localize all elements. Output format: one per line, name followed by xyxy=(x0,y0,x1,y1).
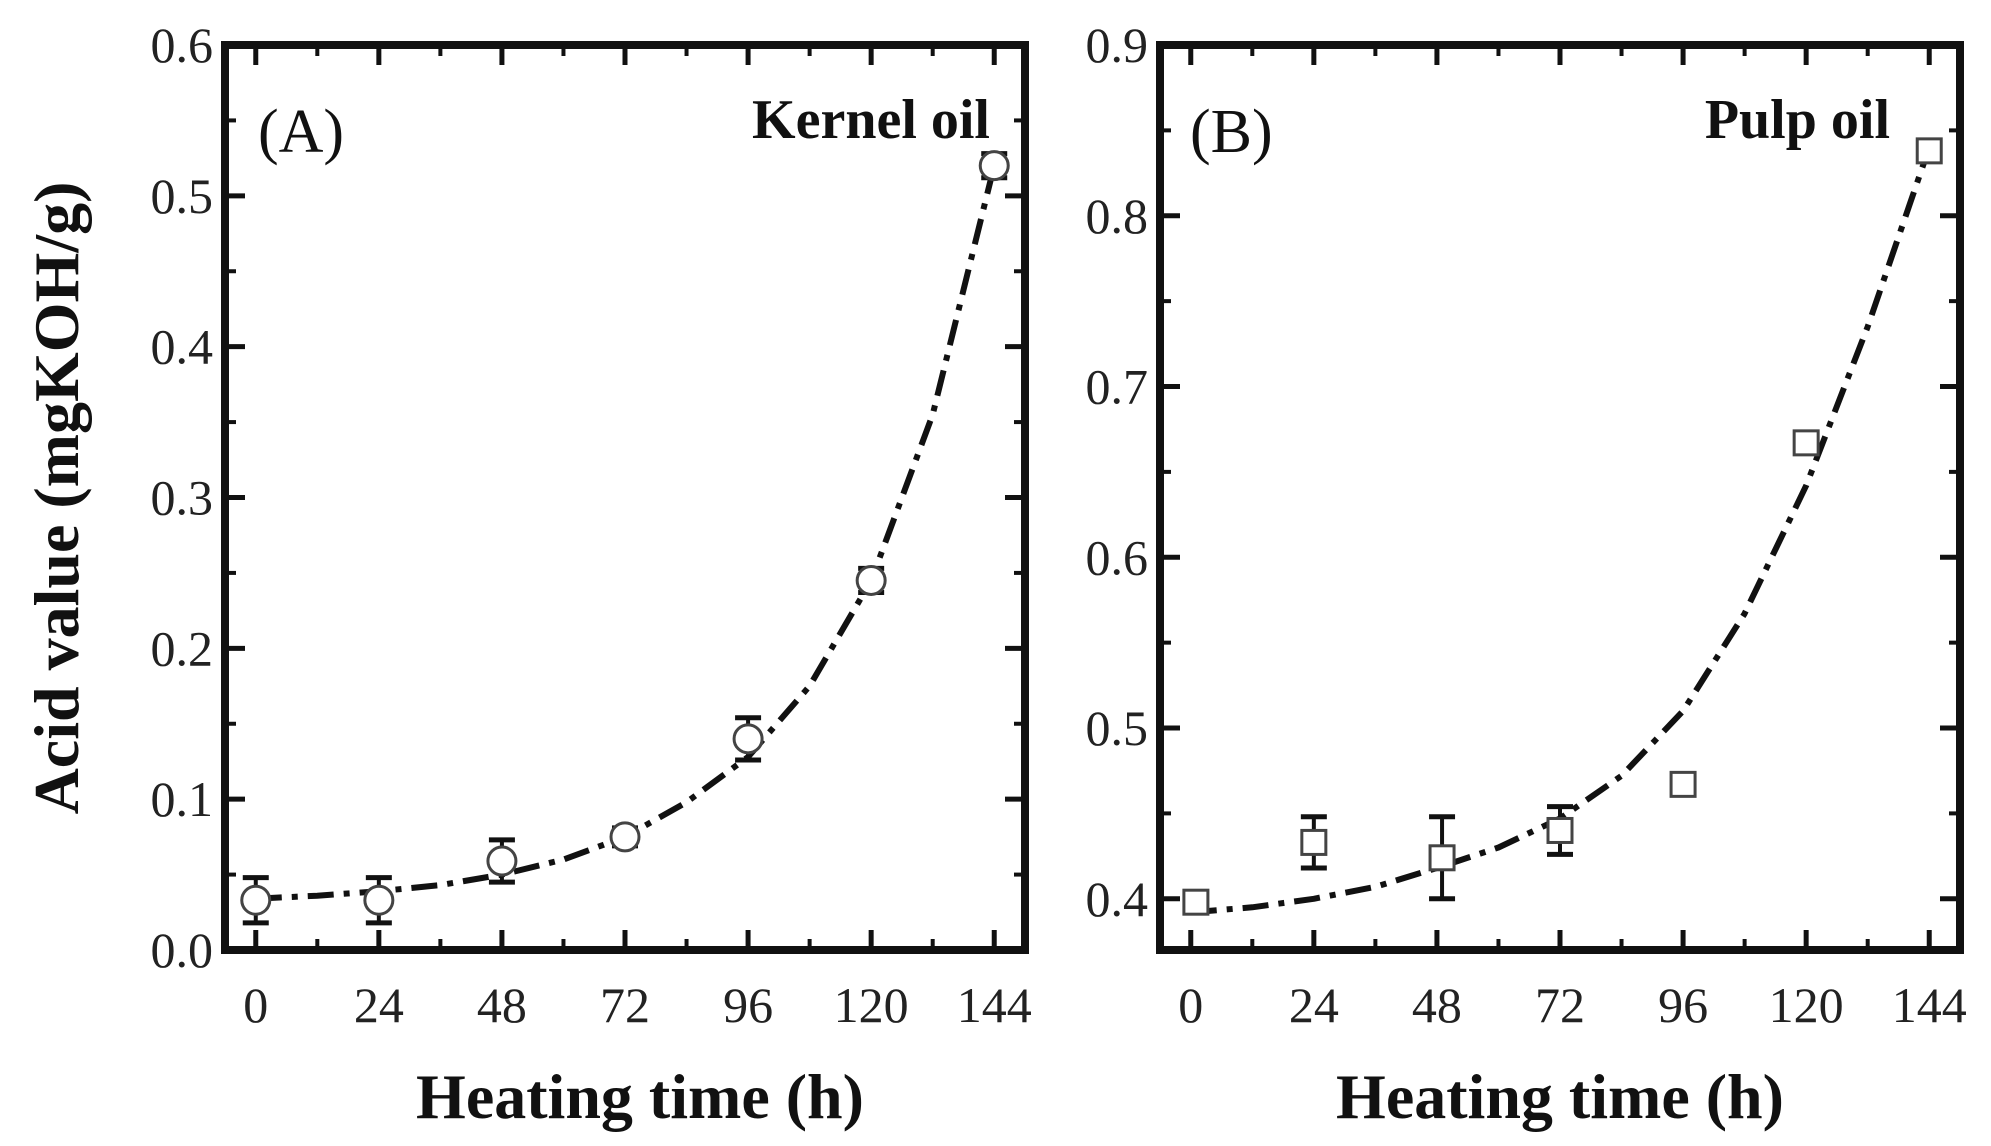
panel-a-x-tick-label: 144 xyxy=(957,977,1032,1033)
panel-a-x-tick-label: 96 xyxy=(723,977,773,1033)
panel-a-marks: 0 24 48 72 96 120 144 0.0 0.1 0.2 0.3 0.4 0.5 0.6 xyxy=(151,17,1032,1033)
panel-b-data-point xyxy=(1792,429,1820,457)
panel-a-y-tick-label: 0.2 xyxy=(151,620,214,676)
panel-a-data-point xyxy=(855,564,887,596)
panel-a-data-point xyxy=(978,150,1010,182)
panel-b-x-tick-label: 96 xyxy=(1658,977,1708,1033)
panel-a-y-tick-label: 0.3 xyxy=(151,470,214,526)
panel-b-x-tick-label: 48 xyxy=(1412,977,1462,1033)
panel-a-y-tick-label: 0.5 xyxy=(151,168,214,224)
panel-a-x-tick-label: 72 xyxy=(600,977,650,1033)
panel-b-data-point xyxy=(1669,770,1697,798)
panel-b-data-point xyxy=(1428,844,1456,872)
panel-a-y-tick-label: 0.4 xyxy=(151,319,214,375)
panel-a-x-tick-label: 0 xyxy=(243,977,268,1033)
panel-b-marks: 0 24 48 72 96 120 144 0.4 0.5 0.6 0.7 0.8 0.9 xyxy=(1086,17,1967,1033)
panel-a-fit-curve xyxy=(255,164,998,902)
panel-b-x-tick-label: 144 xyxy=(1892,977,1967,1033)
panel-b-y-tick-label: 0.7 xyxy=(1086,359,1149,415)
panel-b-data-point xyxy=(1300,828,1328,856)
panel-a-data-point xyxy=(240,884,272,916)
panel-b-plot-frame xyxy=(1156,41,1964,954)
panel-a: 0 24 48 72 96 120 144 0.0 0.1 0.2 0.3 0.4 0.5 0.6 (A)… xyxy=(21,17,1032,1132)
panel-a-data-point xyxy=(486,845,518,877)
panel-b-y-tick-label: 0.5 xyxy=(1086,700,1149,756)
panel-b-x-tick-label: 120 xyxy=(1769,977,1844,1033)
panel-b: 0 24 48 72 96 120 144 0.4 0.5 0.6 0.7 0.8 0.9 (B) Pu… xyxy=(1086,17,1967,1132)
panel-b-x-axis-title: Heating time (h) xyxy=(1336,1061,1784,1132)
panel-a-x-tick-label: 48 xyxy=(477,977,527,1033)
panel-b-data-point xyxy=(1915,137,1943,165)
panel-b-x-tick-label: 24 xyxy=(1289,977,1339,1033)
panel-b-x-tick-label: 72 xyxy=(1535,977,1585,1033)
panel-a-y-tick-label: 0.0 xyxy=(151,922,214,978)
panel-a-y-tick-label: 0.6 xyxy=(151,17,214,73)
panel-a-y-tick-label: 0.1 xyxy=(151,771,214,827)
panel-b-y-tick-label: 0.4 xyxy=(1086,871,1149,927)
panel-b-data-point xyxy=(1182,888,1210,916)
panel-a-data-point xyxy=(609,821,641,853)
panel-a-x-tick-label: 24 xyxy=(354,977,404,1033)
panel-b-title: Pulp oil xyxy=(1705,89,1890,151)
panel-b-x-tick-label: 0 xyxy=(1178,977,1203,1033)
panel-b-y-tick-label: 0.6 xyxy=(1086,529,1149,585)
panel-b-data-point xyxy=(1546,816,1574,844)
panel-a-x-axis-title: Heating time (h) xyxy=(416,1061,864,1132)
panel-b-fit-curve xyxy=(1190,146,1933,916)
panel-a-title: Kernel oil xyxy=(752,89,990,151)
panel-a-label: (A) xyxy=(258,98,344,166)
panel-a-data-point xyxy=(732,723,764,755)
panel-a-y-axis-title: Acid value (mgKOH/g) xyxy=(21,182,92,815)
panel-a-data-point xyxy=(363,884,395,916)
panel-b-y-tick-label: 0.9 xyxy=(1086,17,1149,73)
panel-a-plot-frame xyxy=(221,41,1029,954)
panel-a-x-tick-label: 120 xyxy=(834,977,909,1033)
panel-b-label: (B) xyxy=(1190,98,1273,166)
panel-b-y-tick-label: 0.8 xyxy=(1086,188,1149,244)
